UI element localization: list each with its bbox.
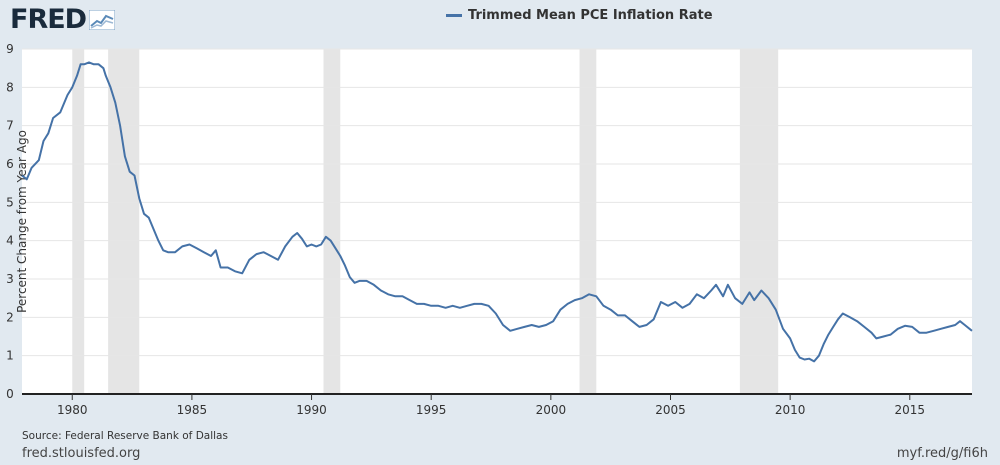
y-axis-title: Percent Change from Year Ago: [15, 130, 29, 313]
x-tick-label: 2005: [655, 403, 686, 417]
y-tick-label: 3: [6, 272, 14, 286]
legend-label: Trimmed Mean PCE Inflation Rate: [468, 8, 713, 23]
x-tick-label: 1980: [57, 403, 88, 417]
y-tick-label: 0: [6, 387, 14, 401]
x-tick-label: 2010: [775, 403, 806, 417]
fred-trend-icon: [89, 9, 116, 30]
fred-logo[interactable]: FRED: [10, 4, 116, 35]
footer-site-link[interactable]: fred.stlouisfed.org: [22, 446, 141, 461]
y-tick-label: 9: [6, 42, 14, 56]
series-line: [21, 61, 973, 363]
recession-band: [72, 49, 85, 394]
y-tick-label: 6: [6, 157, 14, 171]
x-tick-label: 1995: [416, 403, 447, 417]
y-tick-label: 4: [6, 234, 14, 248]
x-tick-label: 2015: [895, 403, 926, 417]
x-tick-label: 1990: [296, 403, 327, 417]
x-tick-label: 2000: [536, 403, 567, 417]
source-note: Source: Federal Reserve Bank of Dallas: [22, 430, 228, 442]
recession-band: [323, 49, 341, 394]
x-tick-label: 1985: [177, 403, 208, 417]
logo-text: FRED: [10, 4, 87, 35]
legend-swatch: [446, 14, 462, 17]
footer-short-link[interactable]: myf.red/g/fi6h: [896, 446, 988, 461]
y-tick-label: 2: [6, 310, 14, 324]
recession-band: [108, 49, 140, 394]
y-tick-label: 5: [6, 195, 14, 209]
y-tick-label: 8: [6, 80, 14, 94]
y-tick-label: 7: [6, 119, 14, 133]
plot-background: [22, 49, 972, 394]
y-tick-label: 1: [6, 349, 14, 363]
recession-band: [579, 49, 597, 394]
recession-band: [739, 49, 779, 394]
legend: Trimmed Mean PCE Inflation Rate: [446, 8, 713, 23]
